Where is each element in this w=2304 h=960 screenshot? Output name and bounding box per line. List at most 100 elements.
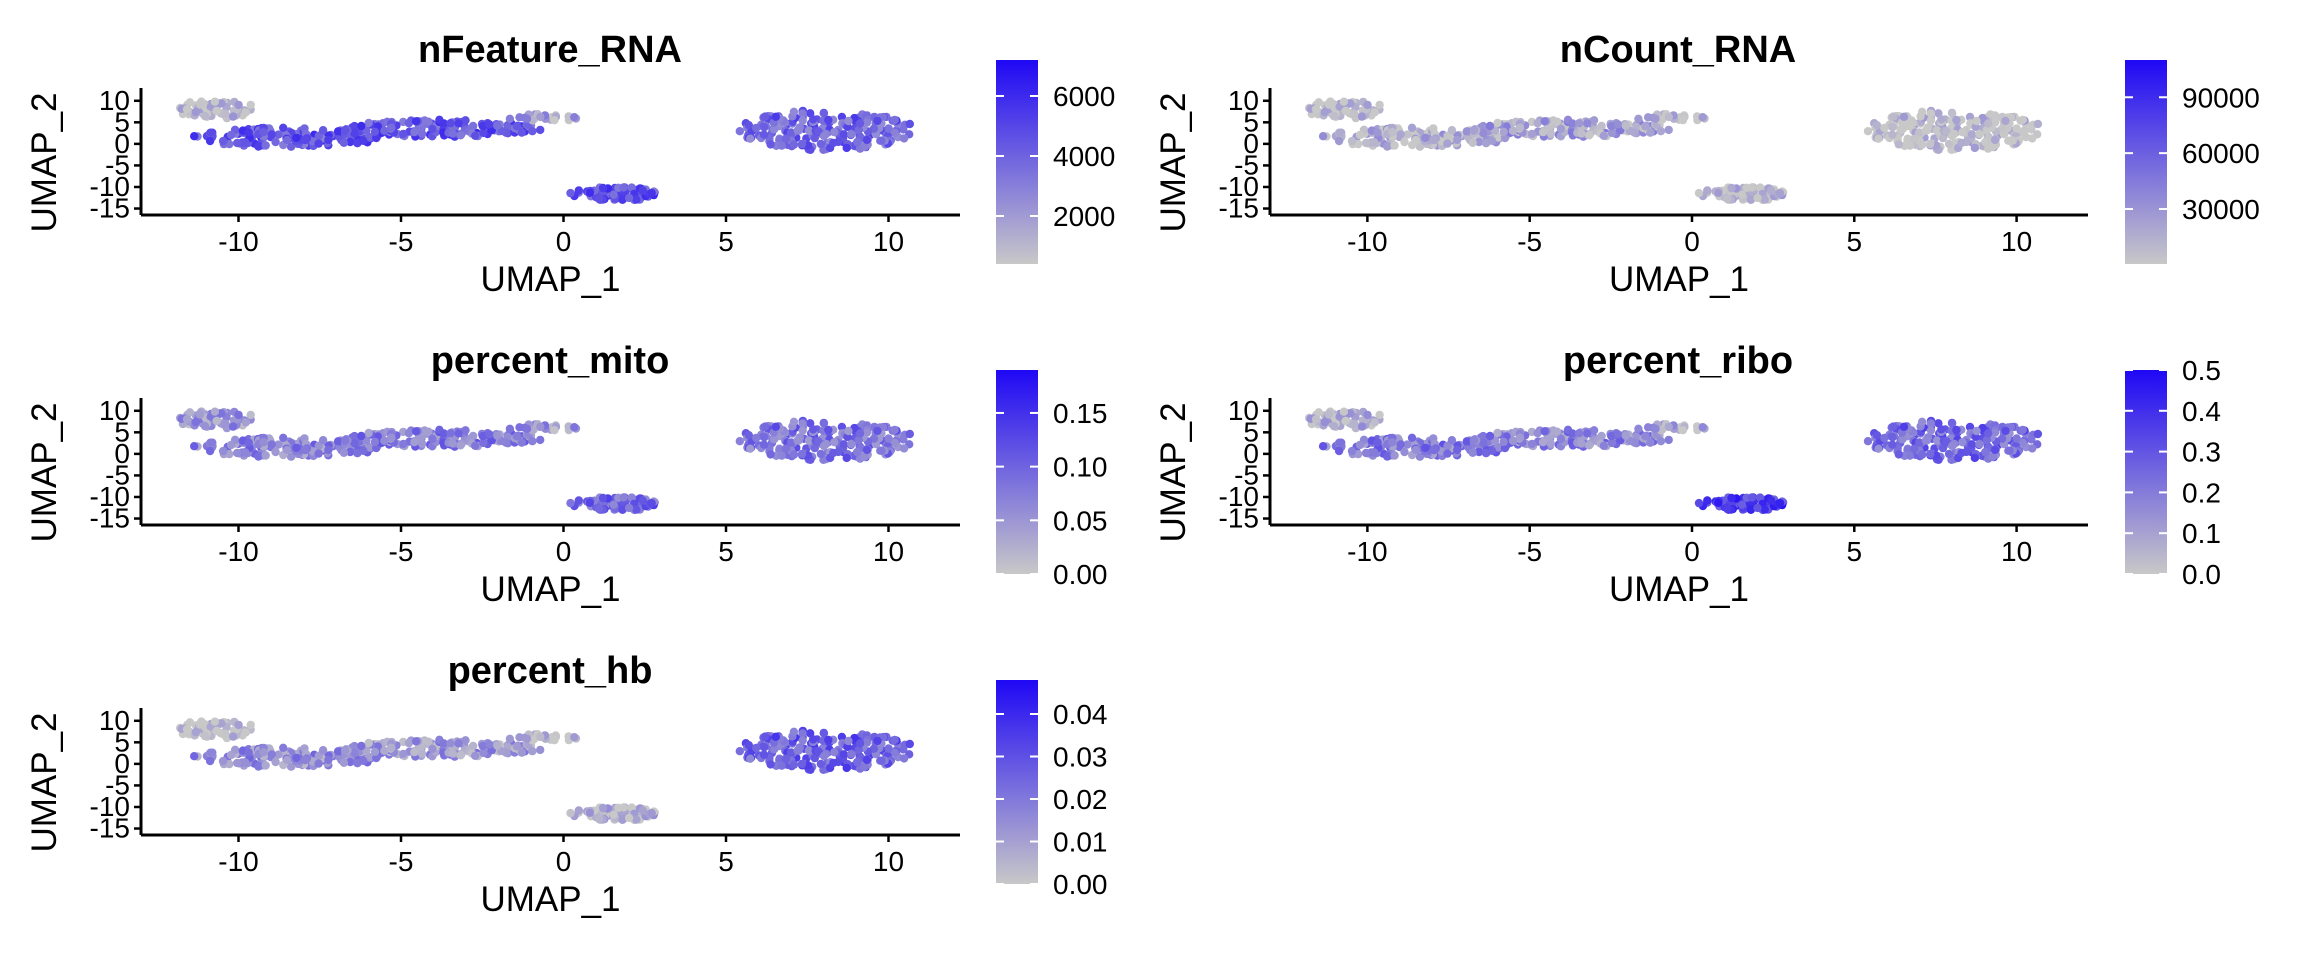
data-point — [536, 112, 545, 122]
data-point — [1714, 498, 1723, 507]
y-tick-label: 5 — [114, 416, 130, 447]
data-point — [1982, 435, 1992, 445]
data-point — [1538, 127, 1548, 137]
data-point — [1574, 429, 1584, 438]
data-point — [410, 437, 419, 447]
data-point — [1577, 439, 1586, 448]
data-point — [339, 138, 349, 147]
data-point — [246, 410, 255, 420]
data-point — [1888, 440, 1897, 449]
data-point — [2005, 446, 2014, 455]
data-point — [624, 503, 634, 513]
data-point — [346, 137, 355, 147]
data-point — [1375, 410, 1384, 420]
x-tick-label: -5 — [389, 536, 414, 567]
data-point — [1641, 122, 1650, 131]
data-point — [456, 751, 465, 760]
data-point — [478, 431, 487, 441]
data-point — [1958, 128, 1967, 137]
data-point — [844, 426, 853, 436]
data-point — [899, 134, 909, 143]
data-point — [2012, 124, 2021, 133]
data-point — [1613, 430, 1623, 439]
y-tick-label: -10 — [90, 481, 130, 512]
data-point — [1429, 445, 1439, 455]
data-point — [1583, 119, 1592, 128]
data-point — [789, 727, 799, 736]
data-point — [1469, 436, 1479, 445]
data-point — [760, 123, 769, 132]
data-point — [359, 136, 368, 145]
data-point — [1723, 194, 1732, 204]
data-point — [746, 444, 755, 453]
data-point — [744, 431, 753, 440]
data-point — [759, 440, 769, 449]
data-point — [1494, 443, 1503, 452]
y-tick-label: 5 — [1243, 106, 1259, 137]
data-point — [647, 808, 656, 818]
data-point — [522, 114, 532, 123]
panel-percent-ribo: percent_ribo — [1563, 340, 1793, 382]
data-point — [1910, 444, 1919, 453]
data-point — [1723, 504, 1732, 514]
data-point — [1926, 426, 1936, 435]
data-point — [350, 748, 359, 758]
data-point — [218, 756, 228, 766]
data-point — [1411, 135, 1421, 145]
data-point — [632, 195, 641, 204]
data-point — [1899, 112, 1909, 122]
data-point — [1905, 451, 1915, 460]
y-tick-label: -10 — [90, 791, 130, 822]
data-point — [341, 436, 350, 445]
data-point — [797, 759, 807, 769]
data-point — [905, 429, 914, 439]
data-point — [1552, 427, 1562, 436]
data-point — [1641, 432, 1650, 441]
data-point — [1899, 422, 1909, 431]
data-point — [205, 756, 215, 766]
y-tick-label: -15 — [90, 813, 130, 844]
data-point — [618, 505, 627, 514]
data-point — [1577, 129, 1586, 138]
data-point — [781, 134, 791, 143]
data-point — [185, 718, 195, 727]
data-point — [241, 758, 250, 767]
y-tick-label: -15 — [90, 193, 130, 224]
data-point — [1926, 139, 1935, 149]
data-point — [1585, 441, 1594, 450]
y-tick-label: -5 — [105, 149, 130, 180]
data-point — [810, 443, 819, 453]
data-point — [226, 130, 236, 140]
data-point — [357, 121, 366, 131]
data-point — [877, 136, 886, 145]
data-point — [1363, 410, 1372, 420]
data-point — [234, 410, 243, 420]
data-point — [1311, 415, 1321, 424]
data-point — [1694, 498, 1704, 508]
data-point — [333, 747, 343, 756]
data-point — [536, 422, 545, 432]
data-point — [1872, 431, 1882, 440]
data-point — [370, 437, 380, 446]
data-point — [847, 129, 856, 139]
data-point — [1390, 141, 1399, 150]
data-point — [550, 426, 559, 435]
data-point — [550, 116, 559, 125]
data-point — [428, 124, 437, 133]
data-point — [804, 126, 814, 135]
y-tick-label: -15 — [1219, 193, 1259, 224]
data-point — [1880, 433, 1889, 443]
data-point — [454, 429, 463, 438]
data-point — [182, 415, 192, 424]
color-legend-bar — [2125, 370, 2167, 574]
data-point — [1540, 117, 1549, 126]
data-point — [424, 117, 433, 126]
data-point — [777, 451, 786, 460]
data-point — [417, 129, 427, 138]
data-point — [439, 429, 449, 438]
data-point — [793, 126, 802, 135]
data-point — [1888, 433, 1897, 442]
panel-percent-mito: percent_mito — [431, 340, 670, 382]
data-point — [357, 431, 366, 441]
